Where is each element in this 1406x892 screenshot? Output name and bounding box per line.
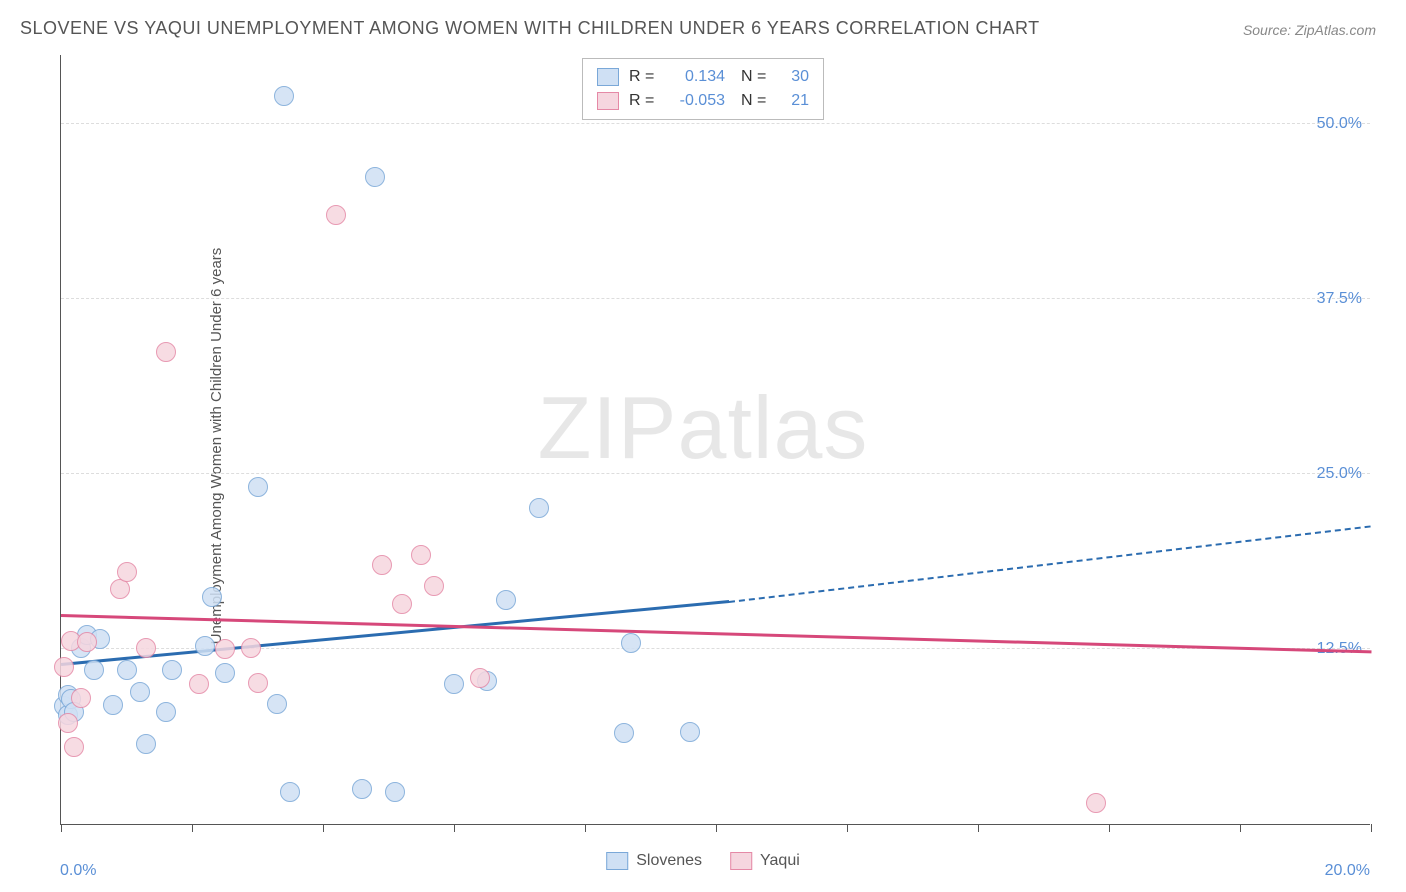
y-tick-label: 37.5%	[1317, 290, 1362, 308]
chart-title: SLOVENE VS YAQUI UNEMPLOYMENT AMONG WOME…	[20, 18, 1040, 39]
legend-correlation: R = 0.134 N = 30 R = -0.053 N = 21	[582, 58, 824, 120]
legend-n-label: N =	[741, 89, 769, 113]
legend-n-value: 21	[779, 89, 809, 113]
legend-item-label: Slovenes	[636, 852, 702, 869]
data-point	[326, 205, 346, 225]
data-point	[392, 594, 412, 614]
x-tick	[847, 824, 848, 832]
data-point	[352, 779, 372, 799]
x-tick	[1240, 824, 1241, 832]
legend-r-value: -0.053	[667, 89, 725, 113]
y-tick-label: 25.0%	[1317, 465, 1362, 483]
x-tick	[585, 824, 586, 832]
data-point	[1086, 793, 1106, 813]
x-tick	[61, 824, 62, 832]
data-point	[267, 694, 287, 714]
legend-r-value: 0.134	[667, 65, 725, 89]
data-point	[248, 477, 268, 497]
source-value: ZipAtlas.com	[1295, 22, 1376, 38]
data-point	[136, 734, 156, 754]
x-tick	[1109, 824, 1110, 832]
data-point	[280, 782, 300, 802]
data-point	[103, 695, 123, 715]
data-point	[77, 632, 97, 652]
gridline	[61, 123, 1370, 124]
x-axis-max-label: 20.0%	[1325, 862, 1370, 880]
data-point	[202, 587, 222, 607]
source-label: Source:	[1243, 22, 1291, 38]
legend-swatch	[597, 92, 619, 110]
data-point	[411, 545, 431, 565]
data-point	[156, 702, 176, 722]
data-point	[215, 663, 235, 683]
data-point	[84, 660, 104, 680]
y-tick-label: 50.0%	[1317, 115, 1362, 133]
legend-swatch	[730, 852, 752, 870]
data-point	[189, 674, 209, 694]
x-axis-min-label: 0.0%	[60, 862, 96, 880]
data-point	[385, 782, 405, 802]
legend-row: R = 0.134 N = 30	[597, 65, 809, 89]
legend-n-label: N =	[741, 65, 769, 89]
legend-item-label: Yaqui	[760, 852, 800, 869]
data-point	[274, 86, 294, 106]
source-attribution: Source: ZipAtlas.com	[1243, 22, 1376, 38]
data-point	[195, 636, 215, 656]
data-point	[156, 342, 176, 362]
data-point	[529, 498, 549, 518]
data-point	[130, 682, 150, 702]
data-point	[365, 167, 385, 187]
x-tick	[716, 824, 717, 832]
legend-n-value: 30	[779, 65, 809, 89]
data-point	[136, 638, 156, 658]
legend-series: Slovenes Yaqui	[606, 852, 800, 870]
data-point	[54, 657, 74, 677]
legend-swatch	[606, 852, 628, 870]
gridline	[61, 298, 1370, 299]
data-point	[444, 674, 464, 694]
data-point	[496, 590, 516, 610]
gridline	[61, 473, 1370, 474]
data-point	[162, 660, 182, 680]
data-point	[424, 576, 444, 596]
legend-r-label: R =	[629, 65, 657, 89]
data-point	[58, 713, 78, 733]
data-point	[621, 633, 641, 653]
data-point	[117, 562, 137, 582]
x-tick	[978, 824, 979, 832]
x-tick	[454, 824, 455, 832]
x-tick	[323, 824, 324, 832]
legend-row: R = -0.053 N = 21	[597, 89, 809, 113]
data-point	[614, 723, 634, 743]
trend-line-dashed	[729, 525, 1371, 603]
data-point	[71, 688, 91, 708]
data-point	[64, 737, 84, 757]
x-tick	[1371, 824, 1372, 832]
legend-swatch	[597, 68, 619, 86]
data-point	[241, 638, 261, 658]
data-point	[470, 668, 490, 688]
data-point	[372, 555, 392, 575]
legend-r-label: R =	[629, 89, 657, 113]
data-point	[215, 639, 235, 659]
legend-item: Slovenes	[606, 852, 702, 870]
data-point	[117, 660, 137, 680]
data-point	[680, 722, 700, 742]
data-point	[248, 673, 268, 693]
legend-item: Yaqui	[730, 852, 800, 870]
plot-area: 12.5%25.0%37.5%50.0%	[60, 55, 1370, 825]
x-tick	[192, 824, 193, 832]
